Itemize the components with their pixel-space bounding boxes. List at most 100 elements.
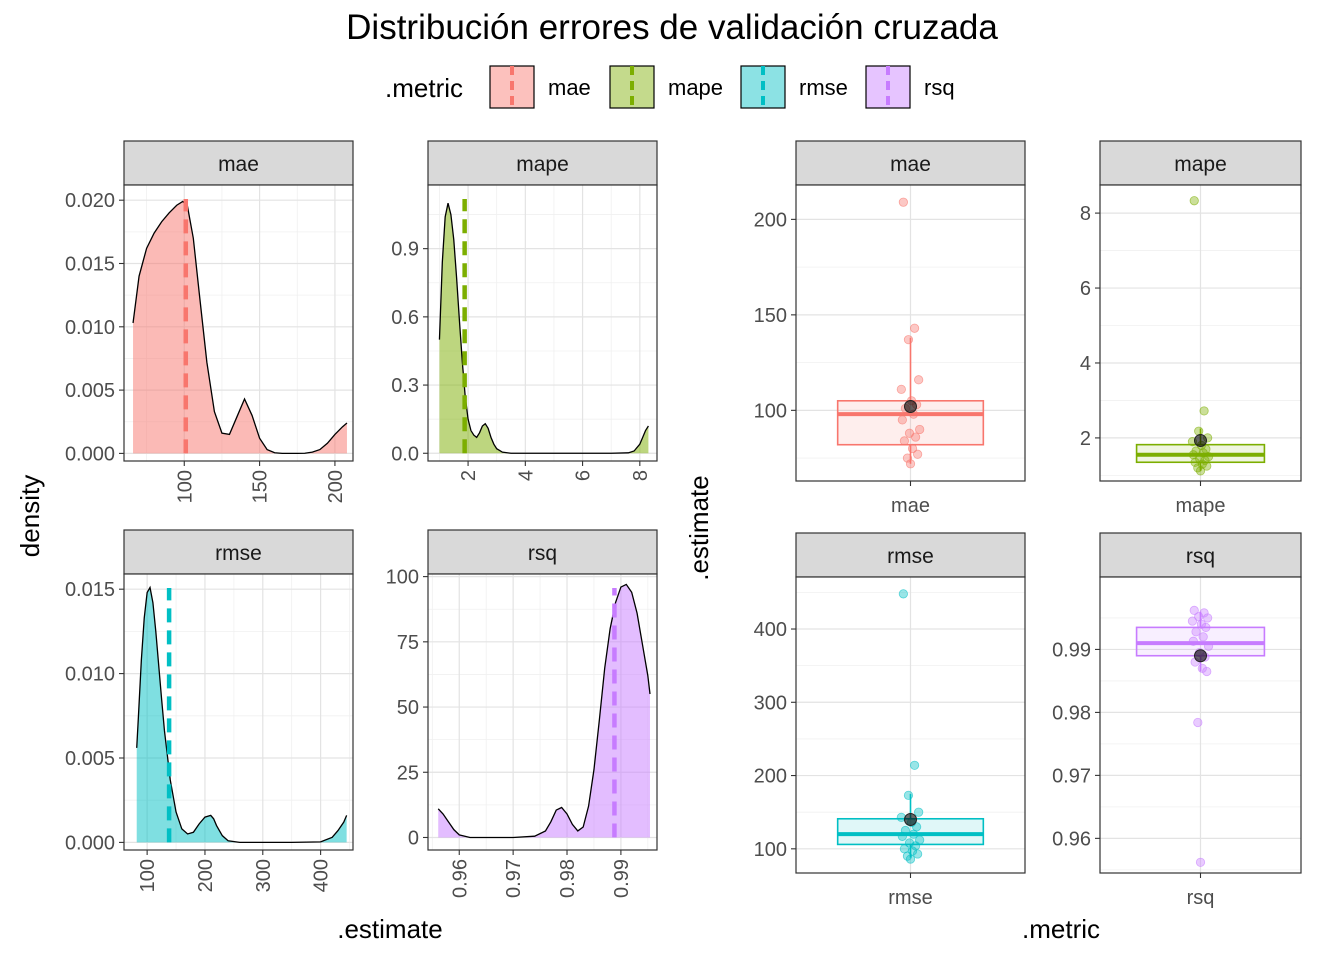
legend: .metric mae mape rmse rsq: [385, 65, 955, 109]
box-strip-label-rsq: rsq: [1186, 545, 1215, 568]
box-point-mae: [903, 335, 914, 345]
legend-title: .metric: [385, 73, 463, 103]
density-x-axis-title: .estimate: [337, 914, 443, 944]
box-mae-ytick-label: 150: [754, 305, 787, 327]
density-panel-border-rsq: [427, 573, 658, 851]
density-rsq-ytick-label: 100: [386, 567, 419, 589]
box-point-rmse: [909, 760, 920, 770]
density-strip-label-mae: mae: [218, 153, 259, 176]
density-strip-label-rmse: rmse: [215, 542, 262, 565]
density-mape-xtick-label: 2: [458, 470, 480, 481]
density-curve-mae: [132, 200, 348, 455]
box-rsq-ytick-label: 0.96: [1052, 828, 1091, 850]
density-rmse-ytick-label: 0.015: [65, 579, 115, 601]
box-panel-mape: mape 2 4 6 8 mape: [1080, 140, 1302, 517]
density-panel-border-mape: [427, 184, 658, 462]
box-point-rsq: [1203, 641, 1214, 651]
density-mape-ytick-label: 0.0: [391, 443, 419, 465]
box-point-mape: [1194, 426, 1204, 436]
density-strip-label-rsq: rsq: [528, 542, 557, 565]
box-strip-mape: [1099, 140, 1302, 186]
box-point-rmse: [905, 854, 916, 864]
box-mae-xtick-label: mae: [891, 495, 930, 517]
box-strip-label-mape: mape: [1174, 153, 1227, 176]
legend-label-mae: mae: [548, 75, 591, 100]
box-point-mae: [915, 424, 925, 435]
box-point-mae: [897, 415, 907, 425]
density-mae-ytick-label: 0.000: [65, 443, 115, 465]
legend-label-rsq: rsq: [924, 75, 955, 100]
box-point-mape: [1203, 452, 1214, 462]
density-mae-ytick-label: 0.015: [65, 253, 115, 275]
density-rmse-xtick-label: 100: [137, 859, 159, 892]
density-rsq-ytick-label: 0: [408, 827, 419, 849]
box-point-rmse: [903, 790, 914, 800]
box-point-mape: [1190, 457, 1200, 467]
legend-label-mape: mape: [668, 75, 723, 100]
density-rmse-ytick-label: 0.010: [65, 664, 115, 686]
density-rsq-xtick-label: 0.99: [611, 859, 633, 898]
box-point-rsq: [1189, 605, 1199, 615]
box-point-mae: [898, 197, 908, 207]
box-point-mae: [905, 459, 916, 469]
box-mape-ytick-label: 4: [1080, 353, 1091, 375]
density-rsq-xtick-label: 0.98: [557, 859, 579, 898]
density-mae-xtick-label: 100: [174, 470, 196, 503]
density-panel-rmse: rmse 0.000 0.005 0.010 0.015 100 200 300 400: [65, 529, 354, 892]
box-point-mae: [913, 449, 923, 459]
chart-title: Distribución errores de validación cruza…: [346, 8, 998, 47]
box-point-rsq: [1195, 857, 1206, 867]
box-strip-label-mae: mae: [890, 153, 931, 176]
legend-item-rmse: rmse: [740, 65, 848, 109]
box-point-mae: [899, 436, 909, 446]
box-point-rmse: [898, 589, 908, 599]
box-mean-point-mape: [1194, 434, 1207, 448]
density-mae-xtick-label: 200: [325, 470, 347, 503]
box-point-rsq: [1202, 666, 1212, 677]
box-mape-ytick-label: 8: [1080, 203, 1091, 225]
density-curve-mape: [438, 203, 649, 454]
boxplot-grid: mae 100 150 200 mae mape 2 4 6 8 mape rmse 100 200 300…: [754, 140, 1302, 909]
density-rsq-xtick-label: 0.96: [449, 859, 471, 898]
box-mean-point-mae: [904, 400, 917, 414]
box-strip-label-rmse: rmse: [887, 545, 934, 568]
box-point-mae: [896, 384, 906, 394]
box-strip-rmse: [795, 532, 1026, 578]
density-rmse-ytick-label: 0.005: [65, 748, 115, 770]
box-point-rsq: [1188, 636, 1198, 646]
density-curve-rmse: [136, 585, 348, 844]
box-point-rsq: [1198, 632, 1208, 642]
density-rmse-xtick-label: 300: [253, 859, 275, 892]
density-area-mape: [439, 203, 649, 454]
box-point-rsq: [1193, 717, 1203, 728]
box-point-mape: [1202, 461, 1212, 471]
box-point-mae: [907, 443, 918, 454]
box-rsq-ytick-label: 0.99: [1052, 639, 1091, 661]
boxplot-x-axis-title: .metric: [1022, 914, 1100, 944]
density-strip-rsq: [427, 529, 658, 575]
box-point-mape: [1193, 463, 1203, 473]
density-rsq-ytick-label: 75: [397, 632, 419, 654]
density-mape-ytick-label: 0.3: [391, 375, 419, 397]
box-rsq-ytick-label: 0.98: [1052, 702, 1091, 724]
density-mape-xtick-label: 6: [573, 470, 595, 481]
density-mape-xtick-label: 4: [515, 470, 537, 481]
density-rsq-xtick-label: 0.97: [503, 859, 525, 898]
density-mae-ytick-label: 0.010: [65, 317, 115, 339]
density-panel-border-mae: [123, 184, 354, 462]
density-strip-label-mape: mape: [516, 153, 569, 176]
box-point-rmse: [914, 807, 924, 817]
box-rsq-xtick-label: rsq: [1187, 887, 1215, 909]
density-panel-mape: mape 0.0 0.3 0.6 0.9 2 4 6 8: [391, 140, 658, 481]
box-strip-rsq: [1099, 532, 1302, 578]
box-rmse-xtick-label: rmse: [888, 887, 932, 909]
box-point-rmse: [913, 849, 923, 859]
box-point-rsq: [1191, 627, 1201, 637]
box-point-mape: [1199, 406, 1209, 416]
density-strip-mae: [123, 140, 354, 186]
box-point-mae: [914, 375, 924, 385]
legend-item-mae: mae: [489, 65, 591, 109]
box-point-mae: [909, 323, 920, 333]
box-point-mae: [910, 432, 921, 442]
